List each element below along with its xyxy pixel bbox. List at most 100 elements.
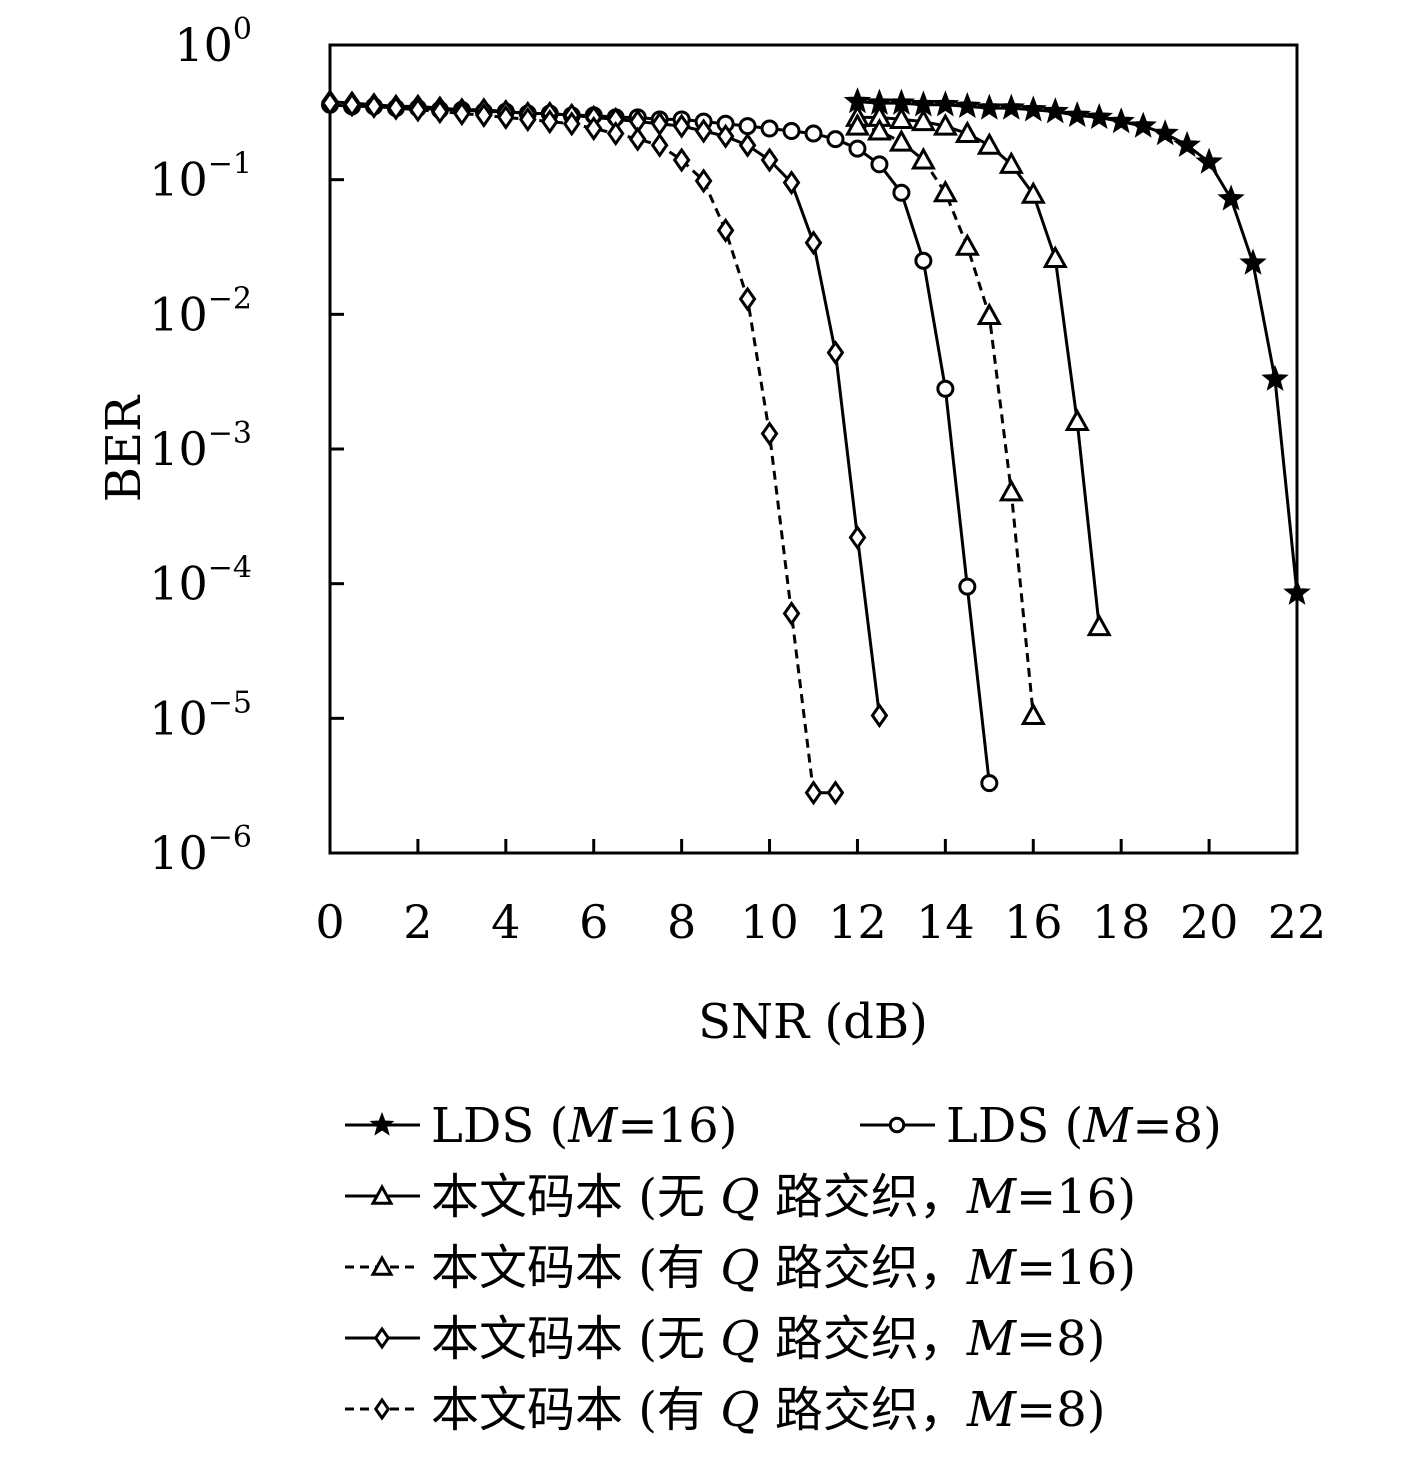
x-tick-label: 6 — [579, 895, 608, 949]
data-point — [782, 170, 801, 196]
series-layer — [321, 87, 1311, 806]
data-point — [997, 93, 1026, 120]
data-point — [888, 106, 914, 129]
legend-label: LDS (M=8) — [946, 1098, 1222, 1154]
x-tick-label: 4 — [491, 895, 520, 949]
series-4 — [844, 112, 1046, 725]
data-point — [931, 90, 960, 117]
data-point — [848, 139, 867, 158]
y-tick-label: 10−5 — [149, 685, 252, 745]
series-2 — [321, 95, 999, 793]
legend-entry: LDS (M=16) — [345, 1098, 737, 1154]
data-point — [870, 155, 889, 174]
data-point — [980, 774, 999, 793]
legend-entry: 本文码本 (无 Q 路交织，M=8) — [345, 1311, 1106, 1367]
y-tick-label: 10−1 — [149, 147, 252, 207]
data-point — [804, 230, 823, 256]
series-line — [329, 103, 991, 784]
y-tick-label: 10−2 — [149, 281, 252, 341]
data-point — [1064, 408, 1090, 432]
series-6 — [321, 90, 845, 806]
x-tick-label: 18 — [1092, 895, 1151, 949]
data-point — [431, 99, 449, 125]
legend-label: 本文码本 (无 Q 路交织，M=16) — [431, 1169, 1136, 1225]
data-point — [738, 286, 757, 312]
series-line — [857, 124, 1035, 716]
data-point — [975, 93, 1004, 120]
series-line — [329, 100, 881, 716]
data-point — [738, 132, 757, 158]
data-point — [998, 478, 1024, 502]
data-point — [409, 97, 427, 123]
data-point — [998, 151, 1024, 174]
data-point — [1129, 111, 1157, 138]
x-tick-label: 20 — [1180, 895, 1239, 949]
x-tick-label: 14 — [916, 895, 975, 949]
data-point — [888, 129, 914, 152]
legend: LDS (M=16) LDS (M=8) 本文码本 (无 Q 路交织，M=16) 本文… — [345, 1098, 1222, 1438]
legend-swatch-marker — [888, 1116, 906, 1134]
data-point — [1261, 364, 1289, 391]
series-3 — [844, 104, 1112, 637]
data-point — [1063, 100, 1091, 128]
legend-entry: LDS (M=8) — [860, 1098, 1222, 1154]
data-point — [760, 147, 779, 173]
data-point — [1283, 578, 1311, 605]
data-point — [1042, 245, 1068, 268]
series-line — [329, 101, 836, 795]
legend-swatch-marker — [370, 1183, 394, 1205]
legend-label: 本文码本 (无 Q 路交织，M=8) — [431, 1311, 1106, 1367]
x-tick-label: 2 — [403, 895, 432, 949]
data-point — [1217, 184, 1245, 211]
data-point — [496, 104, 515, 131]
data-point — [1020, 702, 1046, 725]
y-axis-ticks: 100 10−1 10−2 10−3 10−4 10−5 10−6 — [149, 12, 344, 880]
data-point — [954, 233, 980, 256]
data-point — [804, 780, 823, 806]
legend-swatch-marker — [373, 1397, 391, 1421]
data-point — [958, 577, 977, 596]
y-tick-label: 10−3 — [149, 416, 252, 476]
data-point — [1239, 248, 1267, 275]
x-tick-label: 8 — [667, 895, 696, 949]
data-point — [540, 108, 559, 135]
legend-entry: 本文码本 (有 Q 路交织，M=16) — [345, 1240, 1136, 1296]
legend-label: 本文码本 (有 Q 路交织，M=8) — [431, 1382, 1106, 1438]
legend-entry: 本文码本 (有 Q 路交织，M=8) — [345, 1382, 1106, 1438]
data-point — [760, 119, 779, 138]
data-point — [826, 130, 845, 149]
data-point — [1019, 95, 1047, 122]
x-tick-label: 16 — [1004, 895, 1063, 949]
legend-entry: 本文码本 (无 Q 路交织，M=16) — [345, 1169, 1136, 1225]
x-axis-label: SNR (dB) — [698, 994, 928, 1050]
x-tick-label: 10 — [740, 895, 799, 949]
data-point — [343, 92, 361, 118]
data-point — [1107, 107, 1135, 134]
data-point — [716, 123, 735, 149]
data-point — [606, 120, 625, 147]
x-axis-ticks: 0 2 4 6 8 10 12 14 16 18 20 22 — [315, 839, 1326, 949]
data-point — [932, 112, 958, 136]
data-point — [1086, 613, 1112, 637]
legend-swatch-marker — [370, 1254, 394, 1276]
data-point — [475, 102, 493, 129]
series-1 — [843, 87, 1311, 605]
data-point — [804, 124, 823, 143]
data-point — [826, 780, 845, 806]
data-point — [738, 117, 757, 136]
x-tick-label: 0 — [315, 895, 344, 949]
data-point — [365, 93, 383, 120]
data-point — [716, 217, 735, 244]
data-point — [892, 183, 911, 202]
data-point — [1195, 147, 1223, 174]
data-point — [1041, 97, 1069, 124]
data-point — [1085, 102, 1113, 130]
data-point — [826, 339, 845, 366]
y-tick-label: 10−4 — [149, 551, 252, 611]
data-point — [782, 600, 801, 627]
data-point — [954, 120, 980, 144]
data-point — [584, 115, 603, 142]
data-point — [844, 112, 871, 136]
